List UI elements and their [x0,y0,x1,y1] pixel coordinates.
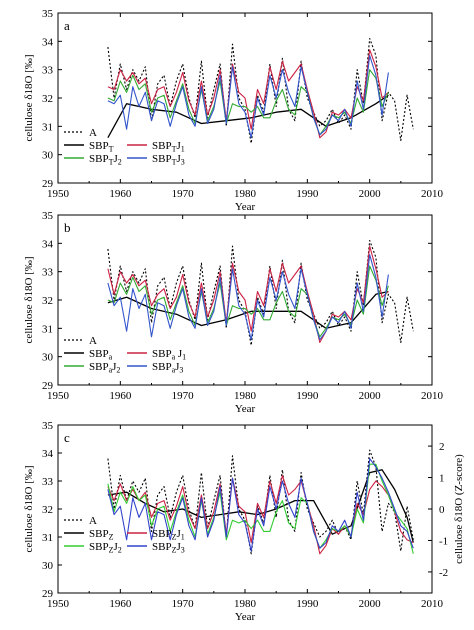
legend-label-1: SBPa [89,348,113,362]
y-tick-label: 33 [42,476,54,488]
legend-label-2: SBPTJ1 [152,140,185,154]
x-tick-label: 2010 [421,390,444,402]
chart-panel-a: 1950 1960 1970 1980 1990 2000 2010293031323334… [23,8,444,213]
y-tick-label: 35 [42,8,54,20]
legend-label-1: SBPT [89,140,114,154]
y-right-axis-label: cellulose δ18O (Z-score) [453,454,465,564]
panel-label: c [64,430,70,445]
y-tick-label: 29 [42,178,54,190]
x-tick-label: 1960 [109,390,132,402]
legend-label-3: SBPZJ2 [89,541,122,555]
y-right-tick-label: -2 [439,567,448,579]
legend-label-4: SBPaJ3 [152,361,183,375]
y-axis-label: cellulose δ18O [‰] [23,54,35,141]
x-tick-label: 2010 [421,188,444,200]
panel-label: a [64,18,70,33]
y-tick-label: 35 [42,210,54,222]
series-line-0 [108,39,413,144]
x-tick-label: 1990 [296,390,319,402]
series-line-0 [108,241,413,346]
y-axis-label: cellulose δ18O [‰] [23,256,35,343]
legend-label-0: A [89,515,97,527]
y-tick-label: 31 [42,323,53,335]
chart-panel-b: 1950 1960 1970 1980 1990 2000 2010293031323334… [23,210,444,415]
y-tick-label: 29 [42,588,54,600]
x-axis-label: Year [235,611,256,623]
y-right-tick-label: 0 [439,504,445,516]
x-tick-label: 1990 [296,188,319,200]
legend-label-3: SBPaJ2 [89,361,120,375]
y-tick-label: 29 [42,380,54,392]
legend-label-3: SBPTJ2 [89,153,122,167]
legend-label-2: SBPZJ1 [152,528,185,542]
y-tick-label: 32 [42,295,53,307]
legend-label-4: SBPZJ3 [152,541,185,555]
x-tick-label: 1970 [172,598,195,610]
x-tick-label: 1980 [234,188,257,200]
x-tick-label: 2010 [421,598,444,610]
y-tick-label: 30 [42,150,54,162]
y-tick-label: 32 [42,93,53,105]
y-tick-label: 30 [42,560,54,572]
x-tick-label: 2000 [359,188,382,200]
y-right-tick-label: -1 [439,535,448,547]
y-tick-label: 34 [42,238,54,250]
y-tick-label: 31 [42,532,53,544]
y-tick-label: 34 [42,36,54,48]
y-tick-label: 34 [42,448,54,460]
x-tick-label: 1990 [296,598,319,610]
x-tick-label: 1970 [172,390,195,402]
x-tick-label: 1980 [234,598,257,610]
legend-label-0: A [89,335,97,347]
x-axis-label: Year [235,403,256,415]
x-tick-label: 1980 [234,390,257,402]
x-axis-label: Year [235,201,256,213]
y-tick-label: 33 [42,267,54,279]
y-right-tick-label: 1 [439,473,445,485]
legend-label-2: SBPa J1 [152,348,186,362]
x-tick-label: 2000 [359,598,382,610]
plot-frame [58,425,432,593]
chart-panel-c: 1950 1960 1970 1980 1990 2000 2010293031323334… [23,420,465,623]
x-tick-label: 2000 [359,390,382,402]
y-right-tick-label: 2 [439,441,445,453]
panel-label: b [64,220,71,235]
y-tick-label: 35 [42,420,54,432]
y-tick-label: 31 [42,121,53,133]
y-tick-label: 30 [42,352,54,364]
x-tick-label: 1960 [109,188,132,200]
y-axis-label: cellulose δ18O [‰] [23,465,35,552]
x-tick-label: 1970 [172,188,195,200]
x-tick-label: 1960 [109,598,132,610]
legend-label-0: A [89,127,97,139]
y-tick-label: 32 [42,504,53,516]
legend-label-4: SBPTJ3 [152,153,185,167]
y-tick-label: 33 [42,65,54,77]
legend-label-1: SBPZ [89,528,114,542]
